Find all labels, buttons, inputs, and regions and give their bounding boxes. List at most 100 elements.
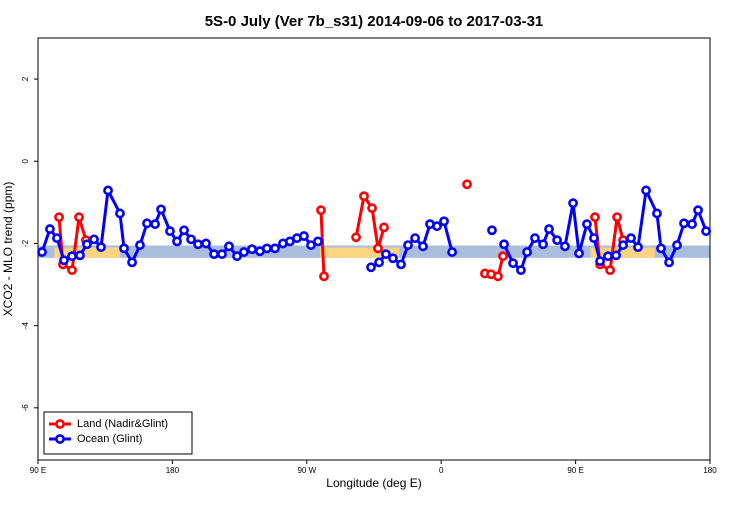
data-point <box>82 239 92 250</box>
data-point <box>612 212 623 223</box>
data-point <box>679 218 689 229</box>
data-point <box>239 247 249 257</box>
data-point <box>560 241 570 252</box>
data-point <box>142 218 152 229</box>
data-point <box>582 219 592 230</box>
data-point <box>418 241 428 252</box>
data-point <box>544 224 554 234</box>
data-point <box>319 271 329 282</box>
data-point <box>538 239 548 250</box>
data-point <box>626 233 636 244</box>
legend-marker <box>55 434 65 444</box>
data-point <box>306 240 316 250</box>
data-point <box>75 250 85 261</box>
data-point <box>652 208 662 219</box>
data-point <box>568 198 578 209</box>
y-tick-label: 0 <box>21 158 30 163</box>
data-point <box>618 240 628 250</box>
data-point <box>224 241 234 252</box>
legend: Land (Nadir&Glint) Ocean (Glint) <box>43 411 193 455</box>
data-point <box>262 243 272 254</box>
trend-band <box>590 247 655 258</box>
data-point <box>359 191 369 202</box>
data-point <box>351 232 361 243</box>
y-tick-label: -4 <box>21 322 30 330</box>
x-tick-label: 180 <box>166 466 180 475</box>
data-point <box>115 208 125 219</box>
data-point <box>37 247 47 257</box>
data-point <box>641 185 651 196</box>
x-tick-label: 180 <box>703 466 717 475</box>
data-point <box>381 249 391 260</box>
data-point <box>96 242 106 253</box>
data-point <box>439 216 449 227</box>
data-point <box>150 219 160 230</box>
legend-label: Land (Nadir&Glint) <box>77 418 168 430</box>
data-point <box>232 251 242 262</box>
data-point <box>701 226 712 237</box>
data-point <box>611 250 621 261</box>
data-point <box>103 185 113 196</box>
data-point <box>487 225 497 236</box>
data-point <box>522 247 532 257</box>
trend-band <box>320 247 400 258</box>
legend-label: Ocean (Glint) <box>77 433 142 445</box>
data-point <box>299 231 309 241</box>
data-point <box>67 251 77 262</box>
data-point <box>432 221 442 232</box>
data-point <box>396 259 406 270</box>
data-point <box>127 257 137 268</box>
data-point <box>209 249 219 260</box>
data-point <box>316 205 326 216</box>
data-point <box>193 239 203 250</box>
data-point <box>498 251 508 262</box>
data-point <box>499 239 509 250</box>
data-point <box>247 244 257 255</box>
data-point <box>59 255 69 266</box>
data-point <box>217 249 227 260</box>
data-point <box>530 233 540 244</box>
data-point <box>366 262 376 273</box>
data-point <box>633 242 643 253</box>
data-point <box>156 204 166 215</box>
data-point <box>179 225 189 236</box>
data-point <box>687 219 697 230</box>
data-point <box>74 212 84 223</box>
data-point <box>54 212 64 223</box>
data-point <box>403 240 413 250</box>
x-axis-label: Longitude (deg E) <box>326 476 421 490</box>
data-point <box>595 256 605 267</box>
y-axis-label: XCO2 - MLO trend (ppm) <box>1 182 15 317</box>
x-tick-label: 90 E <box>30 466 46 475</box>
data-point <box>186 234 196 245</box>
data-point <box>672 240 682 250</box>
data-point <box>119 243 129 254</box>
data-point <box>590 212 600 223</box>
legend-box <box>43 411 193 455</box>
data-point <box>367 203 377 214</box>
data-point <box>52 233 62 244</box>
data-point <box>388 253 398 264</box>
data-point <box>574 248 584 259</box>
chart-title: 5S-0 July (Ver 7b_s31) 2014-09-06 to 201… <box>205 13 544 30</box>
x-tick-label: 0 <box>439 466 444 475</box>
data-point <box>89 234 99 245</box>
data-point <box>656 243 666 254</box>
trend-band <box>54 247 121 258</box>
x-tick-label: 90 W <box>297 466 316 475</box>
data-point <box>462 179 472 190</box>
data-point <box>135 240 145 250</box>
data-point <box>379 222 389 233</box>
data-point <box>508 258 518 269</box>
data-point <box>605 265 615 276</box>
data-point <box>67 265 77 276</box>
plot-frame <box>37 37 711 461</box>
data-point <box>313 236 323 247</box>
data-point <box>373 243 383 254</box>
data-point <box>270 243 280 254</box>
data-point <box>603 251 613 262</box>
data-point <box>552 235 562 246</box>
x-tick-label: 90 E <box>567 466 583 475</box>
data-point <box>447 247 458 257</box>
